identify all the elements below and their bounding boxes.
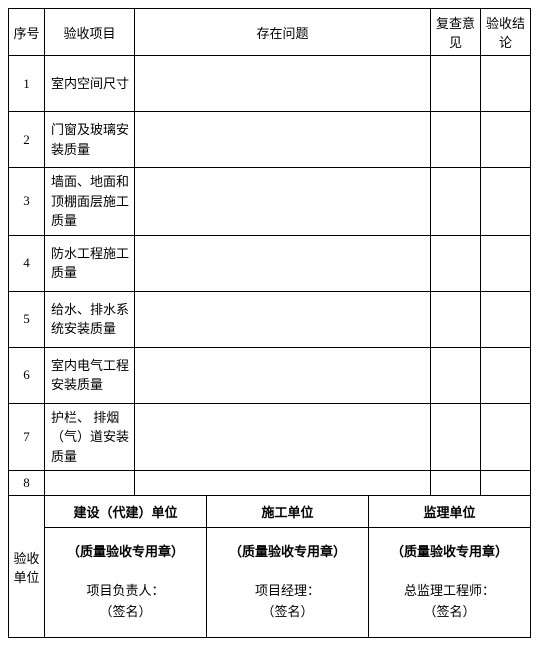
cell-item: 给水、排水系统安装质量: [45, 291, 135, 347]
cell-issue: [135, 471, 431, 496]
sig-label: （签名）: [209, 602, 366, 623]
cell-seq: 4: [9, 235, 45, 291]
header-row: 序号 验收项目 存在问题 复查意见 验收结论: [9, 9, 531, 56]
unit-cell-supervise: （质量验收专用章） 总监理工程师： （签名）: [369, 528, 531, 638]
cell-seq: 7: [9, 403, 45, 471]
acceptance-table: 验收 单位 建设（代建）单位 施工单位 监理单位 （质量验收专用章） 项目负责人…: [8, 496, 531, 638]
table-row: 2 门窗及玻璃安装质量: [9, 112, 531, 168]
cell-conclusion: [481, 235, 531, 291]
cell-item: 门窗及玻璃安装质量: [45, 112, 135, 168]
acceptance-label: 验收 单位: [9, 496, 45, 638]
cell-review: [431, 168, 481, 236]
cell-conclusion: [481, 168, 531, 236]
cell-issue: [135, 235, 431, 291]
hdr-review: 复查意见: [431, 9, 481, 56]
cell-item: [45, 471, 135, 496]
cell-conclusion: [481, 291, 531, 347]
hdr-issue: 存在问题: [135, 9, 431, 56]
cell-seq: 8: [9, 471, 45, 496]
cell-seq: 1: [9, 56, 45, 112]
cell-review: [431, 347, 481, 403]
cell-seq: 2: [9, 112, 45, 168]
cell-conclusion: [481, 471, 531, 496]
cell-issue: [135, 347, 431, 403]
table-row: 5 给水、排水系统安装质量: [9, 291, 531, 347]
cell-item: 防水工程施工质量: [45, 235, 135, 291]
cell-seq: 3: [9, 168, 45, 236]
cell-item: 室内电气工程安装质量: [45, 347, 135, 403]
cell-item: 护栏、 排烟（气）道安装质量: [45, 403, 135, 471]
cell-issue: [135, 168, 431, 236]
cell-issue: [135, 56, 431, 112]
table-row: 3 墙面、地面和顶棚面层施工质量: [9, 168, 531, 236]
cell-conclusion: [481, 56, 531, 112]
sig-label: （签名）: [47, 602, 204, 623]
cell-conclusion: [481, 403, 531, 471]
cell-issue: [135, 112, 431, 168]
acceptance-label-line2: 单位: [13, 570, 39, 585]
stamp-text: （质量验收专用章）: [209, 542, 366, 563]
cell-item: 室内空间尺寸: [45, 56, 135, 112]
unit-cell-build: （质量验收专用章） 项目负责人： （签名）: [45, 528, 207, 638]
cell-conclusion: [481, 347, 531, 403]
hdr-item: 验收项目: [45, 9, 135, 56]
unit-header-build: 建设（代建）单位: [45, 496, 207, 528]
hdr-conclusion: 验收结论: [481, 9, 531, 56]
inspection-table: 序号 验收项目 存在问题 复查意见 验收结论 1 室内空间尺寸 2 门窗及玻璃安…: [8, 8, 531, 496]
cell-review: [431, 56, 481, 112]
inspection-body: 1 室内空间尺寸 2 门窗及玻璃安装质量 3 墙面、地面和顶棚面层施工质量 4 …: [9, 56, 531, 496]
table-row: 6 室内电气工程安装质量: [9, 347, 531, 403]
cell-issue: [135, 291, 431, 347]
cell-item: 墙面、地面和顶棚面层施工质量: [45, 168, 135, 236]
table-row: 1 室内空间尺寸: [9, 56, 531, 112]
hdr-seq: 序号: [9, 9, 45, 56]
cell-review: [431, 235, 481, 291]
cell-review: [431, 471, 481, 496]
sig-role: 总监理工程师：: [371, 581, 528, 602]
acceptance-header-row: 验收 单位 建设（代建）单位 施工单位 监理单位: [9, 496, 531, 528]
stamp-text: （质量验收专用章）: [47, 542, 204, 563]
cell-review: [431, 291, 481, 347]
sig-role: 项目经理：: [209, 581, 366, 602]
cell-seq: 6: [9, 347, 45, 403]
table-row: 4 防水工程施工质量: [9, 235, 531, 291]
unit-cell-construct: （质量验收专用章） 项目经理： （签名）: [207, 528, 369, 638]
cell-review: [431, 112, 481, 168]
sig-role: 项目负责人：: [47, 581, 204, 602]
cell-conclusion: [481, 112, 531, 168]
cell-review: [431, 403, 481, 471]
unit-header-construct: 施工单位: [207, 496, 369, 528]
acceptance-label-line1: 验收: [13, 551, 39, 566]
table-row: 7 护栏、 排烟（气）道安装质量: [9, 403, 531, 471]
unit-header-supervise: 监理单位: [369, 496, 531, 528]
sig-label: （签名）: [371, 602, 528, 623]
acceptance-body-row: （质量验收专用章） 项目负责人： （签名） （质量验收专用章） 项目经理： （签…: [9, 528, 531, 638]
stamp-text: （质量验收专用章）: [371, 542, 528, 563]
cell-seq: 5: [9, 291, 45, 347]
table-row: 8: [9, 471, 531, 496]
cell-issue: [135, 403, 431, 471]
